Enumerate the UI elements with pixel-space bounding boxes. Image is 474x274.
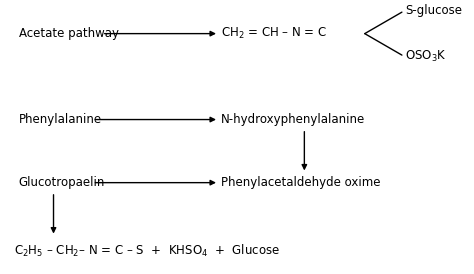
Text: CH$_2$ = CH – N = C: CH$_2$ = CH – N = C [221,26,327,41]
Text: S-glucose: S-glucose [405,4,462,17]
Text: Phenylacetaldehyde oxime: Phenylacetaldehyde oxime [221,176,380,189]
Text: N-hydroxyphenylalanine: N-hydroxyphenylalanine [221,113,365,126]
Text: Glucotropaelin: Glucotropaelin [18,176,105,189]
Text: Acetate pathway: Acetate pathway [18,27,118,40]
Text: C$_2$H$_5$ – CH$_2$– N = C – S  +  KHSO$_4$  +  Glucose: C$_2$H$_5$ – CH$_2$– N = C – S + KHSO$_4… [14,243,280,259]
Text: Phenylalanine: Phenylalanine [18,113,102,126]
Text: OSO$_3$K: OSO$_3$K [405,49,447,64]
